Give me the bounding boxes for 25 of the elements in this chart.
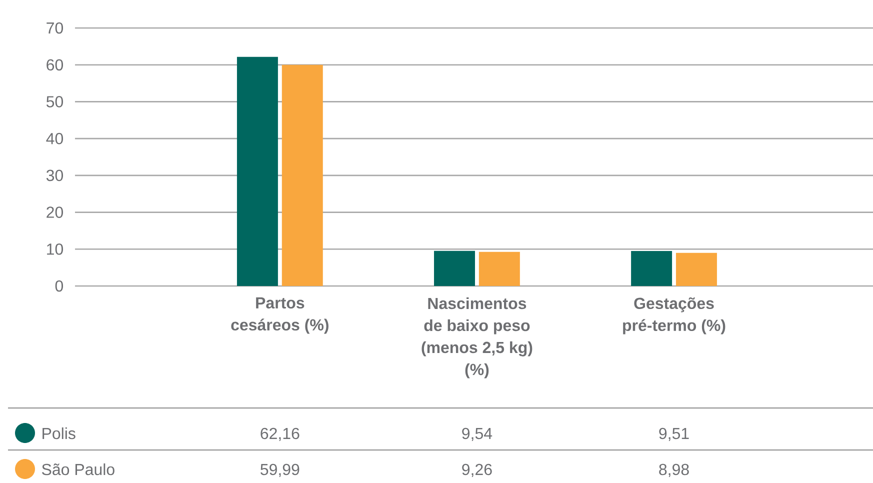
y-tick-label: 30 bbox=[46, 170, 64, 182]
y-tick-label: 70 bbox=[46, 22, 64, 34]
bar bbox=[236, 56, 278, 286]
y-tick-label: 60 bbox=[46, 59, 64, 71]
data-label: 9,26 bbox=[462, 464, 492, 478]
legend-label: São Paulo bbox=[42, 463, 114, 476]
data-label: 62,16 bbox=[260, 428, 300, 442]
y-tick-label: 50 bbox=[46, 96, 64, 108]
x-tick-label: Partos cesáreos (%) bbox=[231, 297, 328, 334]
y-tick-label: 40 bbox=[46, 132, 64, 144]
y-tick-label: 20 bbox=[46, 206, 64, 218]
y-tick-label: 0 bbox=[55, 280, 64, 292]
legend-label: Polis bbox=[42, 427, 76, 440]
y-tick-label: 10 bbox=[47, 243, 64, 255]
bar bbox=[676, 252, 717, 286]
x-tick-label: Gestações pré-termo (%) bbox=[623, 297, 726, 334]
bar bbox=[282, 64, 323, 286]
data-label: 8,98 bbox=[659, 464, 689, 478]
bar bbox=[631, 250, 672, 286]
bar bbox=[434, 250, 475, 286]
bar bbox=[478, 252, 520, 286]
x-tick-label: Nascimentos de baixo peso (menos 2,5 kg) (%) bbox=[422, 297, 532, 378]
data-label: 9,51 bbox=[659, 428, 689, 442]
data-label: 9,54 bbox=[462, 428, 492, 442]
data-label: 59,99 bbox=[260, 464, 300, 478]
